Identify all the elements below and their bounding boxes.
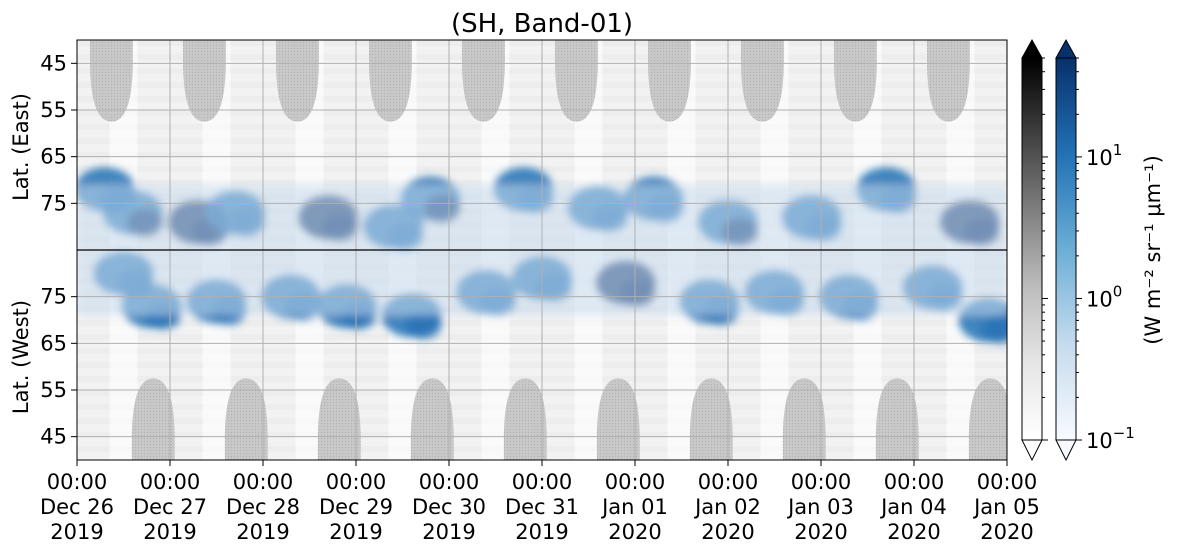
x-tick-label-line: 2019 bbox=[143, 520, 196, 544]
y-tick-label: 75 bbox=[40, 191, 67, 215]
y-tick-label: 45 bbox=[40, 51, 67, 75]
colorbar-tick-label: 101 bbox=[1086, 141, 1122, 170]
x-tick-label-line: 00:00 bbox=[698, 470, 759, 494]
night-mask-east bbox=[183, 40, 226, 122]
x-tick-label-line: 2019 bbox=[422, 520, 475, 544]
x-tick-label-line: Jan 05 bbox=[972, 495, 1040, 519]
x-tick-label-line: 2020 bbox=[887, 520, 940, 544]
night-mask-east bbox=[555, 40, 598, 122]
night-mask-east bbox=[90, 40, 133, 122]
x-tick-label-line: 00:00 bbox=[512, 470, 573, 494]
night-mask-west bbox=[968, 378, 1007, 460]
radiance-cell bbox=[405, 311, 442, 340]
x-tick-label: 00:00 Jan 03 2020 bbox=[786, 470, 854, 544]
night-mask-east bbox=[369, 40, 412, 122]
y-tick-label: 55 bbox=[40, 378, 67, 402]
night-mask-west bbox=[596, 378, 640, 460]
colorbar-label: (W m⁻² sr⁻¹ μm⁻¹) bbox=[1141, 155, 1165, 345]
night-mask-west bbox=[317, 378, 361, 460]
colorbar-gray-extend-bottom bbox=[1021, 439, 1043, 462]
colorbar-blue-extend-bottom bbox=[1055, 439, 1077, 462]
x-tick-label-line: Jan 03 bbox=[786, 495, 854, 519]
y-tick-label: 65 bbox=[40, 145, 67, 169]
x-tick-label-line: Dec 26 bbox=[40, 495, 114, 519]
night-mask-east bbox=[834, 40, 877, 122]
x-tick-label-line: Dec 28 bbox=[226, 495, 300, 519]
radiance-cell bbox=[982, 316, 1007, 344]
night-mask-east bbox=[927, 40, 970, 122]
x-tick-label-line: 2020 bbox=[794, 520, 847, 544]
night-mask-west bbox=[131, 378, 175, 460]
y-tick-label: 75 bbox=[40, 285, 67, 309]
colorbar-gray bbox=[1021, 38, 1043, 462]
x-tick-label-line: 00:00 bbox=[419, 470, 480, 494]
night-mask-west bbox=[782, 378, 826, 460]
x-tick-label: 00:00 Dec 29 2019 bbox=[319, 470, 393, 544]
colorbar-tick-label: 100 bbox=[1086, 282, 1122, 311]
x-tick-label-line: 00:00 bbox=[884, 470, 945, 494]
x-tick-label-line: 00:00 bbox=[326, 470, 387, 494]
x-tick-label: 00:00 Dec 31 2019 bbox=[505, 470, 579, 544]
night-mask-west bbox=[410, 378, 454, 460]
x-tick-label: 00:00 Jan 04 2020 bbox=[879, 470, 947, 544]
x-tick-label-line: 00:00 bbox=[233, 470, 294, 494]
x-tick-label-line: Jan 04 bbox=[879, 495, 947, 519]
night-mask-east bbox=[276, 40, 319, 122]
x-tick-label-line: Dec 30 bbox=[412, 495, 486, 519]
night-mask-west bbox=[224, 378, 268, 460]
x-tick-label: 00:00 Jan 01 2020 bbox=[600, 470, 668, 544]
x-tick-label: 00:00 Dec 28 2019 bbox=[226, 470, 300, 544]
x-tick-label-line: 2020 bbox=[980, 520, 1033, 544]
x-tick-label-line: 2020 bbox=[701, 520, 754, 544]
colorbar-blue-body bbox=[1055, 57, 1077, 441]
colorbar-tick-label: 10−1 bbox=[1086, 424, 1135, 453]
x-tick-label-line: Dec 29 bbox=[319, 495, 393, 519]
x-tick-label-line: 2019 bbox=[236, 520, 289, 544]
ylabel-east: Lat. (East) bbox=[9, 93, 33, 201]
x-tick-label: 00:00 Jan 05 2020 bbox=[972, 470, 1040, 544]
y-tick-label: 45 bbox=[40, 425, 67, 449]
x-tick-label-line: 00:00 bbox=[791, 470, 852, 494]
chart-title: (SH, Band-01) bbox=[451, 9, 633, 39]
y-tick-label: 65 bbox=[40, 331, 67, 355]
night-mask-east bbox=[462, 40, 505, 122]
plot-area bbox=[76, 39, 1008, 461]
x-tick-label-line: 00:00 bbox=[47, 470, 108, 494]
x-tick-label-line: 00:00 bbox=[977, 470, 1038, 494]
ylabel-west: Lat. (West) bbox=[9, 300, 33, 414]
x-tick-label-line: Jan 01 bbox=[600, 495, 668, 519]
night-mask-west bbox=[503, 378, 547, 460]
night-mask-west bbox=[689, 378, 733, 460]
colorbar-gray-extend-top bbox=[1021, 38, 1043, 59]
x-tick-label-line: Dec 31 bbox=[505, 495, 579, 519]
x-tick-label-line: Dec 27 bbox=[133, 495, 207, 519]
colorbar-blue-extend-top bbox=[1055, 38, 1077, 59]
y-tick-label: 55 bbox=[40, 98, 67, 122]
night-mask-east bbox=[648, 40, 691, 122]
x-tick-label: 00:00 Dec 26 2019 bbox=[40, 470, 114, 544]
x-tick-label-line: 2019 bbox=[50, 520, 103, 544]
x-tick-label-line: 2020 bbox=[608, 520, 661, 544]
x-tick-label-line: 2019 bbox=[515, 520, 568, 544]
x-tick-label-line: 2019 bbox=[329, 520, 382, 544]
x-tick-label: 00:00 Dec 27 2019 bbox=[133, 470, 207, 544]
night-mask-east bbox=[741, 40, 784, 122]
x-tick-label-line: Jan 02 bbox=[693, 495, 761, 519]
x-tick-label: 00:00 Dec 30 2019 bbox=[412, 470, 486, 544]
colorbar-gray-body bbox=[1021, 57, 1043, 441]
x-tick-label-line: 00:00 bbox=[140, 470, 201, 494]
x-tick-label: 00:00 Jan 02 2020 bbox=[693, 470, 761, 544]
night-mask-west bbox=[875, 378, 919, 460]
colorbar-blue bbox=[1055, 38, 1077, 462]
x-tick-label-line: 00:00 bbox=[605, 470, 666, 494]
